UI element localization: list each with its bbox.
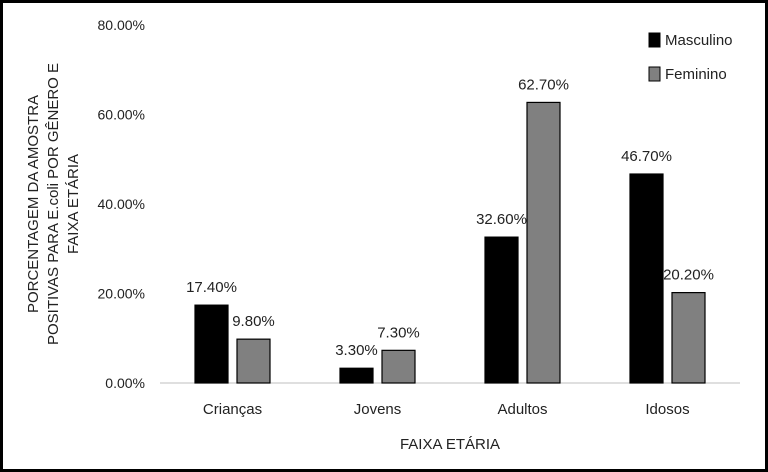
data-labels: 17.40% 9.80% 3.30%7.30% 32.60% 62.70% 46.70% 2… (186, 76, 714, 359)
x-axis-title: FAIXA ETÁRIA (400, 436, 500, 453)
data-label: 9.80% (232, 313, 275, 330)
data-label: 62.70% (518, 76, 569, 93)
bar-feminino (671, 292, 706, 384)
bar-feminino (236, 338, 271, 384)
y-tick-label: 80.00% (98, 17, 145, 33)
data-label: 3.30% (335, 342, 378, 359)
y-axis-title-line: FAIXA ETÁRIA (65, 154, 82, 254)
data-label: 7.30% (377, 324, 420, 341)
legend-label: Masculino (665, 32, 733, 49)
bar-masculino (484, 236, 519, 384)
y-tick-label: 60.00% (98, 107, 145, 123)
bar-masculino (339, 367, 374, 384)
category-labels: Crianças Jovens Adultos Idosos (203, 401, 690, 418)
y-tick-labels: 0.00% 20.00% 40.00% 60.00% 80.00% (98, 17, 145, 391)
y-tick-label: 0.00% (105, 375, 145, 391)
category-label: Crianças (203, 401, 262, 418)
y-axis-title: PORCENTAGEM DA AMOSTRA POSITIVAS PARA E.c… (25, 63, 82, 345)
bar-feminino (381, 349, 416, 384)
category-label: Adultos (497, 401, 547, 418)
y-axis-title-line: PORCENTAGEM DA AMOSTRA (25, 95, 42, 313)
data-label: 46.70% (621, 148, 672, 165)
bar-feminino (526, 101, 561, 384)
category-label: Idosos (645, 401, 689, 418)
data-label: 17.40% (186, 279, 237, 296)
y-tick-label: 20.00% (98, 286, 145, 302)
bars (194, 101, 706, 384)
y-tick-label: 40.00% (98, 196, 145, 212)
data-label: 20.20% (663, 267, 714, 284)
legend-swatch-feminino (648, 66, 661, 82)
legend: Masculino Feminino (648, 32, 733, 83)
bar-masculino (194, 304, 229, 384)
category-label: Jovens (354, 401, 402, 418)
legend-swatch-masculino (648, 32, 661, 48)
y-axis-title-line: POSITIVAS PARA E.coli POR GÊNERO E (45, 63, 62, 345)
data-label: 32.60% (476, 211, 527, 228)
bar-masculino (629, 173, 664, 384)
legend-label: Feminino (665, 66, 727, 83)
